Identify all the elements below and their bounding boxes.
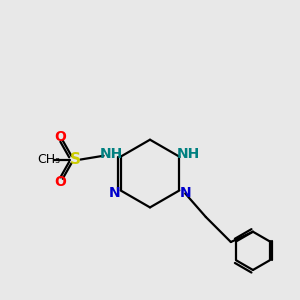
Text: O: O [54, 130, 66, 145]
Text: NH: NH [100, 147, 124, 161]
Text: O: O [54, 175, 66, 189]
Text: NH: NH [176, 147, 200, 161]
Text: CH₃: CH₃ [37, 153, 60, 166]
Text: N: N [180, 186, 192, 200]
Text: S: S [70, 152, 80, 167]
Text: N: N [108, 186, 120, 200]
